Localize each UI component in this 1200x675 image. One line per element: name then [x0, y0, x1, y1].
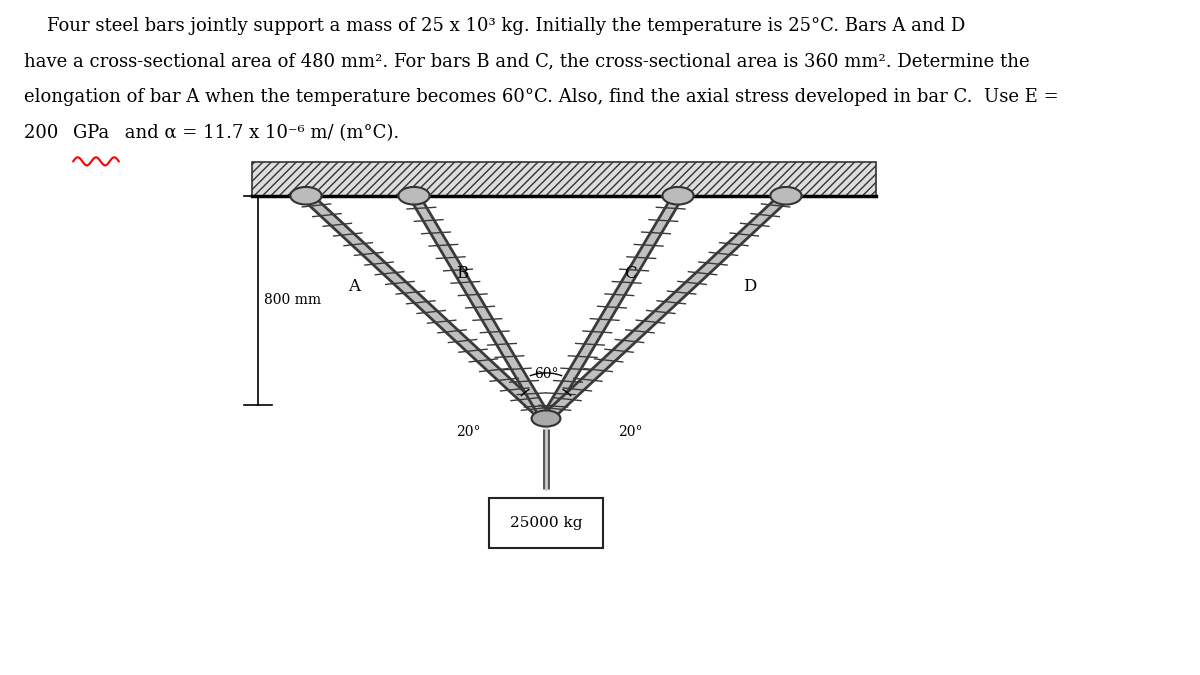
Text: 60°: 60° — [534, 367, 558, 381]
Bar — [490, 498, 604, 548]
Text: B: B — [456, 265, 468, 282]
Circle shape — [770, 187, 802, 205]
Text: C: C — [624, 265, 636, 282]
Circle shape — [662, 187, 694, 205]
Text: elongation of bar A when the temperature becomes 60°C. Also, find the axial stre: elongation of bar A when the temperature… — [24, 88, 1058, 107]
Text: have a cross-sectional area of 480 mm². For bars B and C, the cross-sectional ar: have a cross-sectional area of 480 mm². … — [24, 53, 1030, 71]
Bar — [252, 162, 876, 196]
Circle shape — [532, 410, 560, 427]
Text: 800 mm: 800 mm — [264, 294, 322, 307]
Text: and α = 11.7 x 10⁻⁶ m/ (m°C).: and α = 11.7 x 10⁻⁶ m/ (m°C). — [119, 124, 400, 142]
Text: D: D — [743, 278, 757, 296]
Text: 25000 kg: 25000 kg — [510, 516, 582, 530]
Circle shape — [290, 187, 322, 205]
Text: A: A — [348, 278, 360, 296]
Text: 200: 200 — [24, 124, 64, 142]
Text: 20°: 20° — [456, 425, 480, 439]
Text: 20°: 20° — [618, 425, 642, 439]
Circle shape — [398, 187, 430, 205]
Text: GPa: GPa — [73, 124, 109, 142]
Text: Four steel bars jointly support a mass of 25 x 10³ kg. Initially the temperature: Four steel bars jointly support a mass o… — [24, 17, 965, 35]
